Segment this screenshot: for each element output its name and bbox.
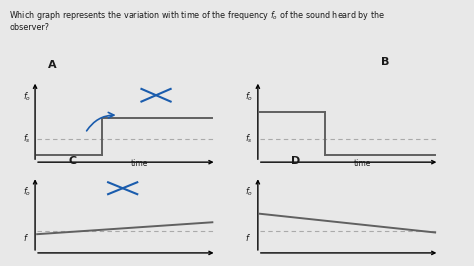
Text: $f_o$: $f_o$	[23, 185, 31, 198]
Text: $f_o$: $f_o$	[246, 185, 254, 198]
Text: $f$: $f$	[246, 232, 251, 243]
Text: $f_s$: $f_s$	[23, 132, 30, 145]
Text: time: time	[354, 159, 371, 168]
Text: Which graph represents the variation with time of the frequency $f_o$ of the sou: Which graph represents the variation wit…	[9, 9, 385, 32]
Text: $f_o$: $f_o$	[246, 91, 254, 103]
Text: $f_s$: $f_s$	[246, 132, 253, 145]
Text: B: B	[382, 57, 390, 67]
Text: A: A	[47, 60, 56, 70]
Text: $f_o$: $f_o$	[23, 91, 31, 103]
Text: C: C	[69, 156, 77, 166]
Text: time: time	[131, 159, 148, 168]
Text: D: D	[291, 156, 300, 166]
Text: $f$: $f$	[23, 232, 28, 243]
